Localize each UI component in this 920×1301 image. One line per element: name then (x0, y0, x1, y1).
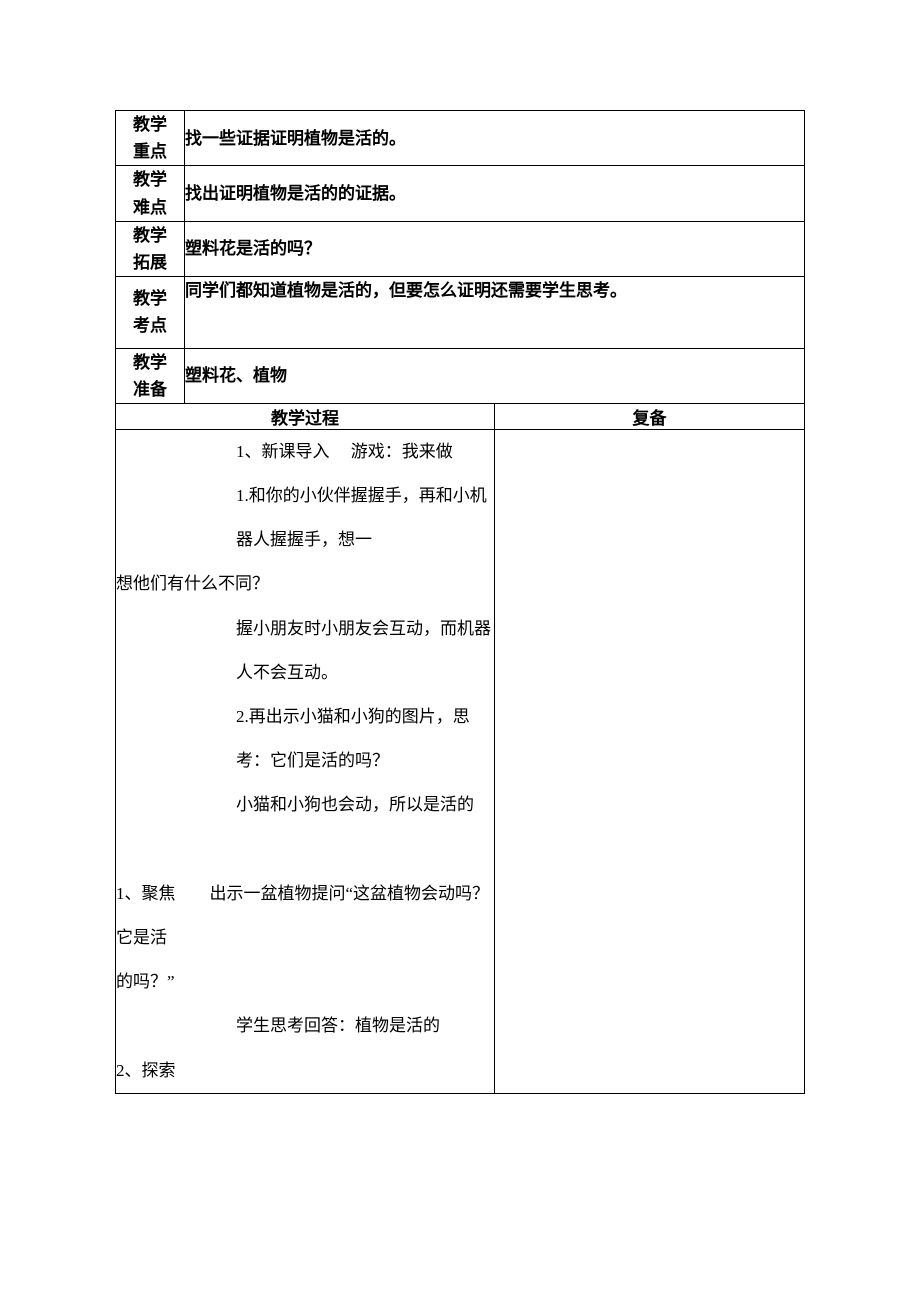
label-exam-point: 教学 考点 (116, 277, 185, 348)
content-key-point: 找一些证据证明植物是活的。 (185, 111, 805, 166)
label-text: 拓展 (116, 249, 184, 276)
label-text: 教学 (116, 349, 184, 376)
process-body: 1、新课导入 游戏：我来做 1.和你的小伙伴握握手，再和小机器人握握手，想一 想… (116, 429, 495, 1093)
row-extension: 教学 拓展 塑料花是活的吗？ (116, 221, 805, 276)
row-preparation: 教学 准备 塑料花、植物 (116, 348, 805, 403)
row-exam-point: 教学 考点 同学们都知道植物是活的，但要怎么证明还需要学生思考。 (116, 277, 805, 348)
label-key-point: 教学 重点 (116, 111, 185, 166)
process-line: 的吗？” (116, 960, 494, 1004)
label-difficulty: 教学 难点 (116, 166, 185, 221)
row-process-header: 教学过程 复备 (116, 403, 805, 429)
lesson-plan-table: 教学 重点 找一些证据证明植物是活的。 教学 难点 找出证明植物是活的的证据。 … (115, 110, 805, 1094)
label-text: 难点 (116, 194, 184, 221)
content-difficulty: 找出证明植物是活的的证据。 (185, 166, 805, 221)
content-extension: 塑料花是活的吗？ (185, 221, 805, 276)
process-line: 2、探索 (116, 1049, 494, 1093)
process-line: 1、新课导入 游戏：我来做 (116, 430, 494, 474)
process-line: 2.再出示小猫和小狗的图片，思考：它们是活的吗？ (116, 695, 494, 783)
document-page: 教学 重点 找一些证据证明植物是活的。 教学 难点 找出证明植物是活的的证据。 … (0, 0, 920, 1204)
content-exam-point: 同学们都知道植物是活的，但要怎么证明还需要学生思考。 (185, 277, 805, 348)
row-process-body: 1、新课导入 游戏：我来做 1.和你的小伙伴握握手，再和小机器人握握手，想一 想… (116, 429, 805, 1093)
row-difficulty: 教学 难点 找出证明植物是活的的证据。 (116, 166, 805, 221)
process-line: 1、聚焦 出示一盆植物提问“这盆植物会动吗？它是活 (116, 872, 494, 960)
label-text: 教学 (116, 285, 184, 312)
process-line: 想他们有什么不同？ (116, 562, 494, 606)
label-text: 考点 (116, 312, 184, 339)
label-text: 教学 (116, 166, 184, 193)
label-text: 准备 (116, 376, 184, 403)
label-text: 重点 (116, 138, 184, 165)
process-line: 1.和你的小伙伴握握手，再和小机器人握握手，想一 (116, 474, 494, 562)
content-preparation: 塑料花、植物 (185, 348, 805, 403)
process-line: 握小朋友时小朋友会互动，而机器人不会互动。 (116, 607, 494, 695)
label-text: 教学 (116, 222, 184, 249)
label-preparation: 教学 准备 (116, 348, 185, 403)
label-text: 教学 (116, 111, 184, 138)
label-extension: 教学 拓展 (116, 221, 185, 276)
process-line: 小猫和小狗也会动，所以是活的 (116, 783, 494, 827)
process-header: 教学过程 (116, 403, 495, 429)
fubei-body (495, 429, 805, 1093)
row-key-point: 教学 重点 找一些证据证明植物是活的。 (116, 111, 805, 166)
process-line: 学生思考回答：植物是活的 (116, 1004, 494, 1048)
fubei-header: 复备 (495, 403, 805, 429)
